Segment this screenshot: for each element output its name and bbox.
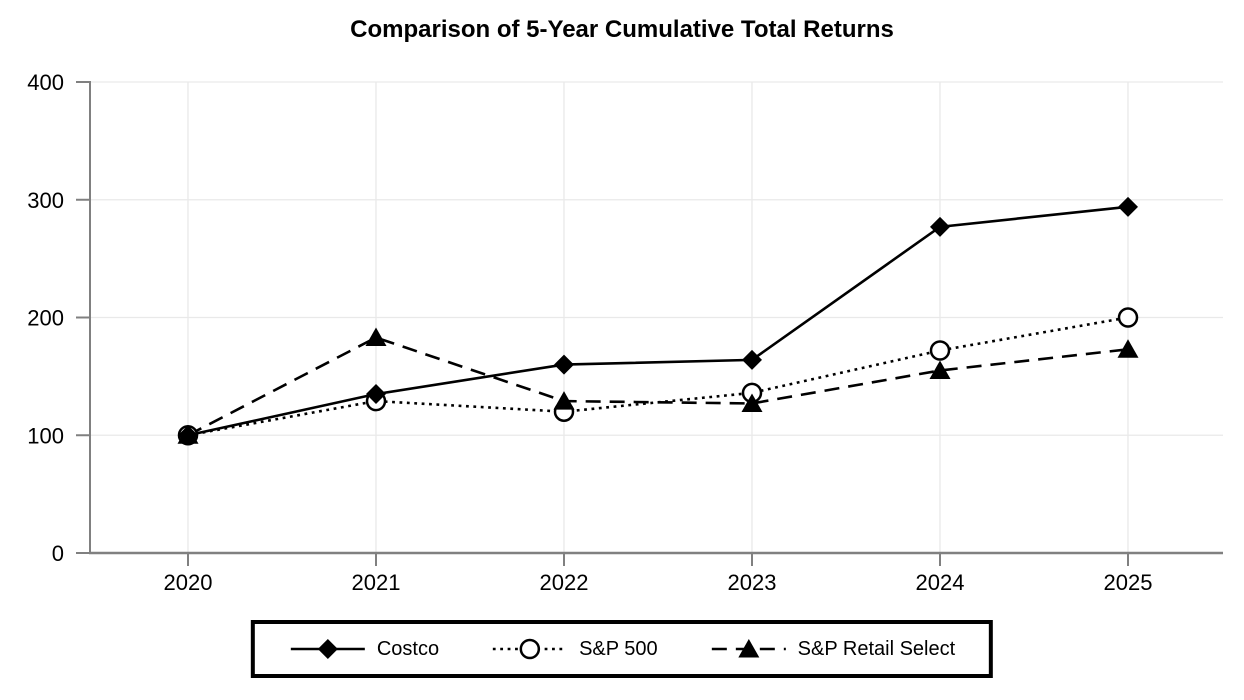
y-axis-tick-label: 0 [52,541,64,566]
marker-s-p-retail-select-2025 [1117,339,1139,358]
chart-title: Comparison of 5-Year Cumulative Total Re… [350,16,894,43]
marker-s-p-retail-select-2024 [929,360,951,379]
x-axis-tick-label: 2024 [916,570,965,595]
series-markers-s-p-500 [177,307,1139,446]
x-axis-tick-label: 2022 [540,570,589,595]
marker-s-p-500-2025 [1117,307,1139,328]
marker-costco-2021 [366,384,386,405]
x-axis-tick-label: 2025 [1104,570,1153,595]
y-axis-tick-label: 300 [27,188,64,213]
series-line-s-p-500 [187,316,1129,437]
series-markers-costco [178,196,1138,446]
marker-costco-2022 [554,354,574,375]
series-line-costco [187,205,1129,437]
series-markers-s-p-retail-select [177,327,1139,444]
marker-costco-2025 [1118,196,1138,217]
y-axis-tick-label: 100 [27,423,64,448]
x-axis-tick-label: 2021 [352,570,401,595]
legend-dashed-line-triangle-icon [711,639,786,658]
x-axis-tick-label: 2020 [164,570,213,595]
axes: 0 100 200 300 400 2020 2021 2022 2023 2024 2025 [27,70,1223,595]
legend-label: Costco [376,637,440,660]
marker-s-p-500-2024 [929,340,951,361]
legend-label: S&P Retail Select [797,637,956,660]
marker-s-p-retail-select-2021 [365,327,387,347]
line-chart: 0 100 200 300 400 2020 2021 2022 2023 2024 2025 [27,70,1223,595]
marker-s-p-retail-select-2022 [553,391,575,410]
marker-costco-2023 [742,349,762,370]
gridlines [90,81,1223,553]
legend-label: S&P 500 [579,637,658,660]
legend-solid-line-diamond-icon [290,639,365,659]
legend-item-costco: Costco [289,636,439,662]
legend-item-s-p-retail-select: S&P Retail Select [710,636,956,662]
chart-legend: Costco S&P 500 S&P Retail Select [250,620,994,678]
marker-costco-2020 [178,425,198,446]
marker-s-p-retail-select-2023 [741,393,763,412]
x-axis-tick-label: 2023 [728,570,777,595]
marker-costco-2024 [930,216,950,237]
y-axis-tick-label: 200 [27,306,64,331]
series-line-s-p-retail-select [187,336,1129,437]
legend-dotted-line-circle-open-icon [493,638,568,660]
y-axis-tick-label: 400 [27,70,64,95]
legend-item-s-p-500: S&P 500 [491,636,658,662]
